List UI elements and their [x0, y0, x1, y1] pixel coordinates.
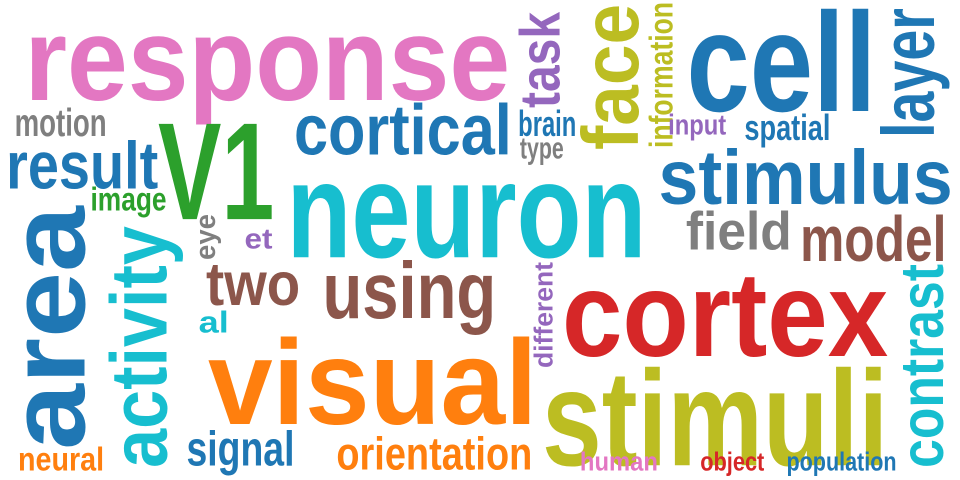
- word-model: model: [800, 203, 947, 275]
- word-human: human: [579, 447, 658, 477]
- word-input: input: [668, 109, 727, 141]
- word-cell: cell: [686, 0, 876, 142]
- word-task: task: [508, 11, 572, 109]
- word-al: al: [198, 304, 229, 340]
- word-using: using: [321, 246, 496, 336]
- word-visual: visual: [208, 315, 538, 451]
- word-type: type: [519, 130, 564, 166]
- word-object: object: [700, 447, 765, 477]
- word-stimulus: stimulus: [658, 134, 953, 222]
- word-orientation: orientation: [335, 428, 532, 480]
- word-population: population: [785, 447, 897, 477]
- word-two: two: [206, 249, 301, 319]
- word-stimuli: stimuli: [541, 342, 889, 480]
- word-cortex: cortex: [561, 247, 889, 383]
- word-et: et: [243, 223, 272, 255]
- word-neural: neural: [18, 440, 105, 478]
- word-contrast: contrast: [887, 264, 957, 468]
- word-face: face: [566, 3, 656, 151]
- word-neuron: neuron: [286, 134, 646, 288]
- word-layer: layer: [867, 8, 951, 138]
- word-v1: V1: [158, 94, 275, 250]
- word-cortical: cortical: [293, 89, 512, 171]
- word-result: result: [6, 128, 159, 204]
- word-field: field: [685, 200, 792, 262]
- word-activity: activity: [94, 226, 184, 468]
- word-spatial: spatial: [743, 107, 830, 149]
- word-response: response: [24, 0, 510, 127]
- word-brain: brain: [518, 103, 577, 145]
- word-image: image: [90, 180, 167, 218]
- word-area: area: [0, 206, 109, 450]
- word-motion: motion: [14, 101, 107, 145]
- word-signal: signal: [185, 421, 294, 477]
